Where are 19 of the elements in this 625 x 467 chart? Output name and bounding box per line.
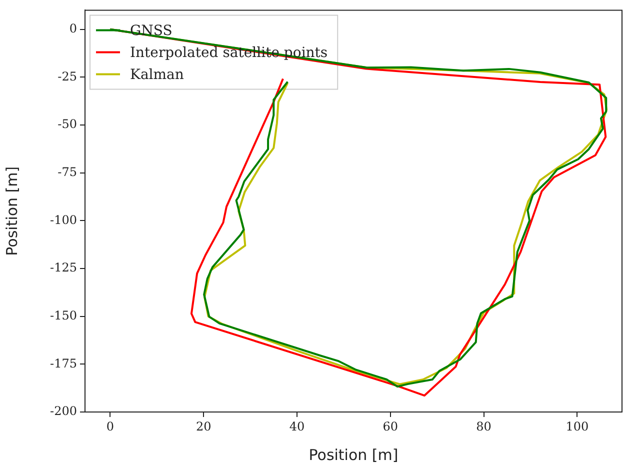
x-axis-title: Position [m] xyxy=(308,446,398,464)
y-tick-label: -25 xyxy=(58,69,77,84)
x-tick-label: 0 xyxy=(106,419,114,434)
y-tick-label: -50 xyxy=(58,117,77,132)
y-axis-title: Position [m] xyxy=(2,166,21,256)
legend-label: GNSS xyxy=(130,22,172,39)
y-tick-label: -175 xyxy=(50,356,77,370)
x-tick-label: 40 xyxy=(289,419,305,434)
y-tick-label: -200 xyxy=(50,404,77,418)
y-tick-label: -100 xyxy=(50,212,77,227)
y-tick-label: -75 xyxy=(58,164,77,179)
x-tick-label: 80 xyxy=(476,419,492,434)
x-tick-label: 100 xyxy=(566,419,589,434)
y-tick-label: -150 xyxy=(50,308,77,322)
y-tick-label: 0 xyxy=(69,21,77,36)
legend-label: Kalman xyxy=(130,66,184,83)
y-tick-label: -125 xyxy=(50,260,77,275)
x-tick-label: 20 xyxy=(196,419,212,434)
x-tick-label: 60 xyxy=(382,419,398,434)
